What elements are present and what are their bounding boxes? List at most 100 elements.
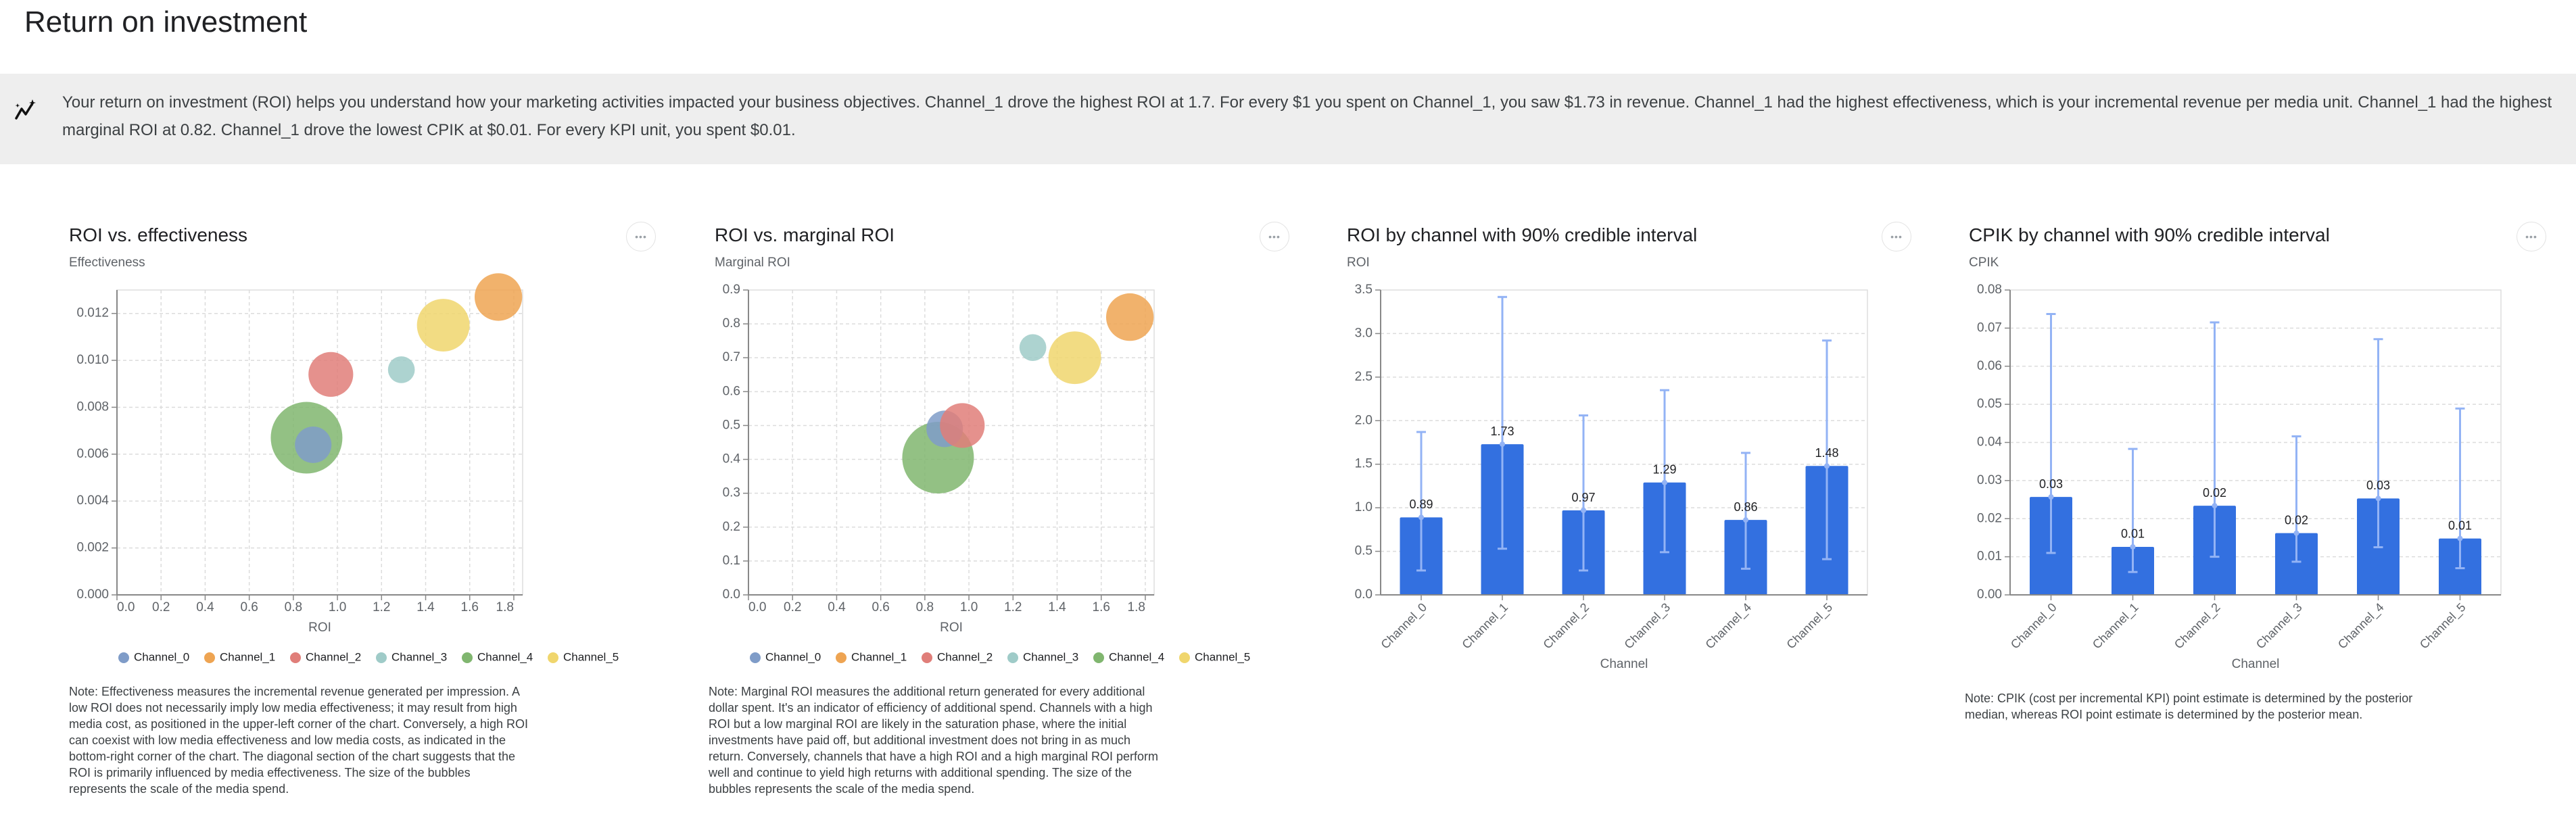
more-horizontal-icon: ••• — [1268, 231, 1281, 242]
y-tick-label: 3.5 — [1355, 283, 1373, 297]
point-estimate-dot — [1662, 479, 1667, 485]
y-axis-title: Marginal ROI — [715, 256, 790, 270]
data-label: 0.02 — [2203, 486, 2226, 500]
legend-swatch — [204, 652, 215, 663]
y-tick-label: 0.8 — [723, 316, 740, 331]
legend-label: Channel_1 — [220, 650, 275, 663]
y-axis-title: CPIK — [1969, 256, 1999, 270]
chart-menu-button[interactable]: ••• — [1882, 222, 1911, 251]
y-tick-label: 0.006 — [76, 447, 109, 461]
y-tick-label: 0.002 — [76, 541, 109, 555]
more-horizontal-icon: ••• — [1890, 231, 1903, 242]
y-tick-label: 0.6 — [723, 384, 740, 398]
roi-by-channel-chart: 0.0 0.5 1.0 1.5 2.0 2.5 3.0 3.5 0.89 Channel_0 1.7… — [1355, 283, 1868, 671]
point-estimate-dot — [2212, 503, 2218, 509]
legend-item: Channel_2 — [922, 650, 993, 663]
legend-item: Channel_3 — [376, 650, 447, 663]
y-tick-label: 0.3 — [723, 486, 740, 500]
point-estimate-dot — [2130, 543, 2136, 550]
cpik-note: Note: CPIK (cost per incremental KPI) po… — [1965, 692, 2413, 721]
data-label: 0.03 — [2039, 477, 2063, 491]
x-tick-label: Channel_1 — [2090, 600, 2141, 652]
x-tick-label: 1.8 — [1128, 600, 1145, 614]
legend-swatch — [118, 652, 129, 663]
legend-swatch — [922, 652, 932, 663]
bubble-channel-2 — [940, 403, 985, 448]
bubble-channel-1 — [474, 273, 523, 321]
data-label: 0.86 — [1734, 500, 1757, 514]
x-tick-label: 0.6 — [872, 600, 889, 614]
y-tick-label: 0.06 — [1977, 359, 2002, 373]
x-tick-label: 0.6 — [240, 600, 258, 614]
point-estimate-dot — [1743, 517, 1748, 523]
x-tick-label: 0.4 — [828, 600, 846, 614]
x-tick-label: Channel_3 — [2253, 600, 2305, 652]
legend-swatch — [750, 652, 761, 663]
chart-menu-button[interactable]: ••• — [1260, 222, 1289, 251]
x-tick-label: 0.4 — [196, 600, 214, 614]
y-axis-title: Effectiveness — [69, 256, 145, 270]
bubble-channel-3 — [1019, 334, 1047, 362]
x-tick-label: Channel_0 — [2008, 600, 2059, 652]
plot-border — [1380, 289, 1868, 596]
y-tick-label: 1.5 — [1355, 457, 1373, 471]
x-tick-label: Channel_2 — [1540, 600, 1592, 652]
legend-item: Channel_4 — [462, 650, 533, 663]
y-tick-label: 2.5 — [1355, 370, 1373, 384]
legend-item: Channel_0 — [750, 650, 821, 663]
x-tick-label: 1.4 — [416, 600, 435, 614]
data-label: 1.73 — [1490, 425, 1514, 438]
y-tick-label: 0.008 — [76, 400, 109, 414]
y-tick-label: 0.0 — [723, 587, 740, 602]
x-tick-label: Channel_4 — [2335, 600, 2387, 652]
point-estimate-dot — [1824, 463, 1830, 469]
summary-text: Your return on investment (ROI) helps yo… — [62, 93, 2552, 139]
point-estimate-dot — [1500, 441, 1505, 448]
y-tick-label: 0.0 — [1355, 587, 1373, 602]
legend-item: Channel_5 — [548, 650, 619, 663]
y-tick-label: 0.2 — [723, 520, 740, 534]
y-tick-label: 0.05 — [1977, 397, 2002, 411]
y-tick-label: 0.5 — [1355, 544, 1373, 558]
legend-item: Channel_5 — [1179, 650, 1250, 663]
summary-banner: Your return on investment (ROI) helps yo… — [0, 74, 2576, 164]
effectiveness-note: Note: Effectiveness measures the increme… — [69, 685, 529, 796]
data-label: 0.02 — [2285, 513, 2308, 527]
legend-swatch — [462, 652, 473, 663]
marginal-roi-note: Note: Marginal ROI measures the addition… — [709, 685, 1159, 796]
point-estimate-dot — [2293, 530, 2299, 536]
legend-label: Channel_3 — [391, 650, 447, 663]
x-tick-label: Channel_3 — [1621, 600, 1673, 652]
x-tick-label: Channel_4 — [1702, 600, 1754, 652]
more-horizontal-icon: ••• — [635, 231, 647, 242]
legend-label: Channel_5 — [1195, 650, 1250, 663]
chart-title-roi-vs-effectiveness: ROI vs. effectiveness — [69, 224, 248, 245]
legend-item: Channel_1 — [836, 650, 907, 663]
x-tick-label: 1.6 — [461, 600, 479, 614]
legend-label: Channel_2 — [306, 650, 361, 663]
point-estimate-dot — [2457, 535, 2463, 541]
bubble-channel-1 — [1105, 293, 1154, 341]
insights-sparkle-icon — [15, 99, 36, 120]
data-label: 0.89 — [1409, 498, 1433, 511]
chart-menu-button[interactable]: ••• — [2517, 222, 2546, 251]
legend-label: Channel_4 — [1109, 650, 1164, 663]
x-tick-label: 1.2 — [1004, 600, 1022, 614]
legend-label: Channel_2 — [937, 650, 993, 663]
legend-item: Channel_0 — [118, 650, 189, 663]
chart-menu-button[interactable]: ••• — [626, 222, 656, 251]
data-label: 0.03 — [2366, 479, 2390, 492]
data-label: 1.29 — [1652, 463, 1676, 477]
x-tick-label: 0.2 — [784, 600, 801, 614]
point-estimate-dot — [2048, 494, 2054, 500]
legend-swatch — [1093, 652, 1104, 663]
legend-swatch — [1179, 652, 1190, 663]
legend-label: Channel_0 — [134, 650, 189, 663]
x-tick-label: Channel_5 — [1784, 600, 1835, 652]
x-tick-label: 0.8 — [285, 600, 302, 614]
legend-label: Channel_0 — [765, 650, 821, 663]
legend-swatch — [836, 652, 846, 663]
plot-area: 0.0 0.1 0.2 0.3 0.4 0.5 0.6 0.7 0.8 0.9 0.0 0.2 0.4 0… — [723, 283, 1251, 663]
x-tick-label: 1.4 — [1048, 600, 1066, 614]
roi-vs-effectiveness-chart: 0.000 0.002 0.004 0.006 0.008 0.010 0.012 0.0 0.… — [76, 273, 619, 663]
